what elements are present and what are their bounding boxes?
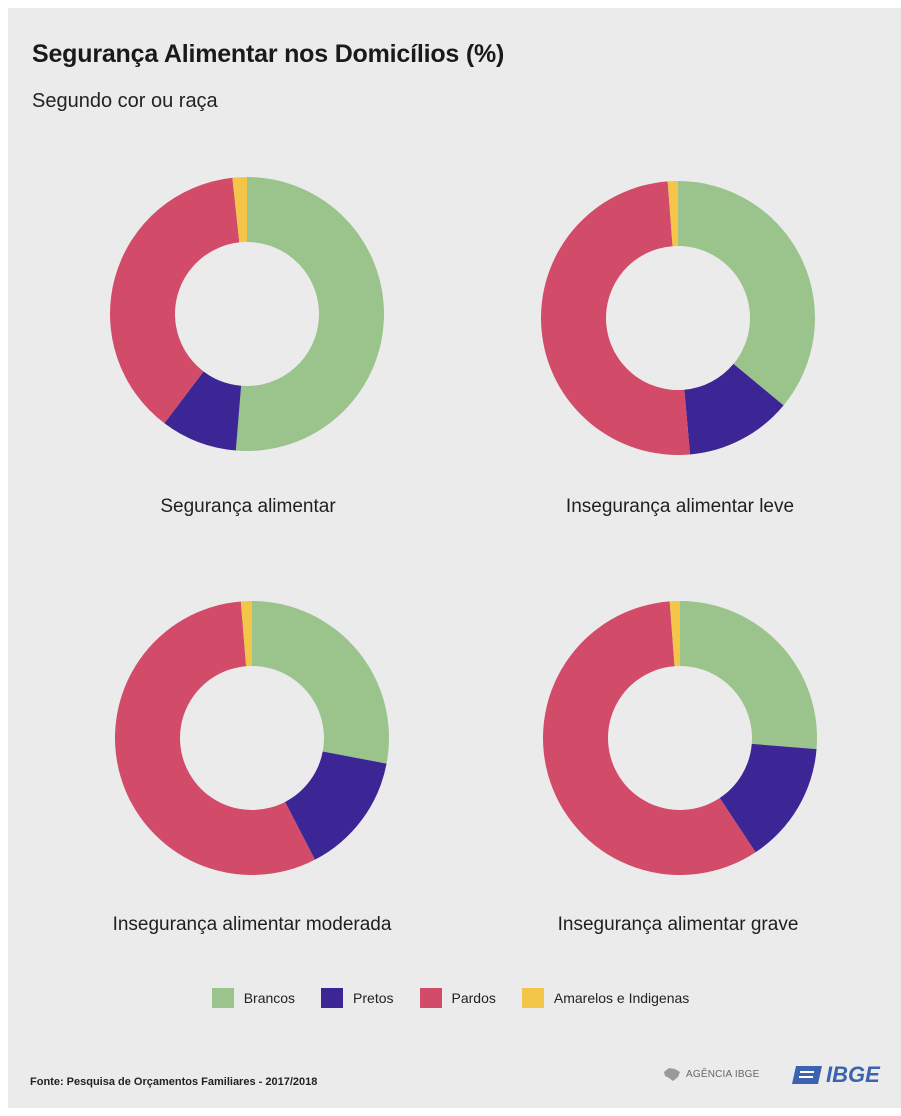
donut-1-slice-brancos [235,177,385,451]
chart-title: Segurança Alimentar nos Domicílios (%) [32,40,505,68]
donut-label-grave: Insegurança alimentar grave [557,914,799,935]
legend-item-pardos: Pardos [419,988,496,1008]
donut-3-slice-brancos [252,601,390,764]
donut-label-moderada: Insegurança alimentar moderada [112,914,392,935]
legend-item-brancos: Brancos [211,988,296,1008]
legend-item-pretos: Pretos [321,988,394,1008]
legend-label-pretos: Pretos [353,990,394,1006]
donut-1-slice-amarelos [232,177,247,243]
legend-swatch-amarelos [521,988,544,1008]
donut-1-slice-pardos [110,177,240,424]
donut-2-slice-pretos [684,363,784,455]
donut-4-slice-pardos [542,601,756,875]
legend-label-pardos: Pardos [451,990,496,1006]
donut-2-slice-brancos [678,181,815,406]
donut-label-leve: Insegurança alimentar leve [565,496,795,517]
ibge-logo: IBGE [792,1062,880,1088]
ibge-logo-text: IBGE [826,1062,880,1087]
legend-label-brancos: Brancos [243,990,296,1006]
legend-item-amarelos: Amarelos e Indigenas [521,988,690,1008]
legend-swatch-pardos [419,988,442,1008]
chart-subtitle: Segundo cor ou raça [32,90,218,112]
donut-4-slice-amarelos [669,601,680,667]
donut-3-slice-pardos [114,601,315,876]
donut-4-slice-brancos [680,601,817,750]
donut-3-slice-pretos [285,751,387,860]
legend-label-amarelos: Amarelos e Indigenas [553,990,690,1006]
donut-1-slice-pretos [164,371,242,451]
ibge-mark-icon [792,1066,822,1084]
donut-2-slice-pardos [540,181,691,456]
donut-label-seguranca: Segurança alimentar [160,496,336,517]
legend-swatch-brancos [211,988,234,1008]
chart-panel [8,8,901,1108]
donut-4-slice-pretos [719,743,817,853]
brazil-map-icon [664,1068,680,1081]
legend-swatch-pretos [321,988,344,1008]
agencia-logo-text: AGÊNCIA IBGE [686,1068,760,1080]
source-note: Fonte: Pesquisa de Orçamentos Familiares… [30,1076,318,1088]
legend: Brancos Pretos Pardos Amarelos e Indigen… [0,988,901,1008]
donut-2-slice-amarelos [667,181,678,247]
agencia-ibge-logo: AGÊNCIA IBGE [662,1066,760,1082]
donut-3-slice-amarelos [240,601,252,667]
